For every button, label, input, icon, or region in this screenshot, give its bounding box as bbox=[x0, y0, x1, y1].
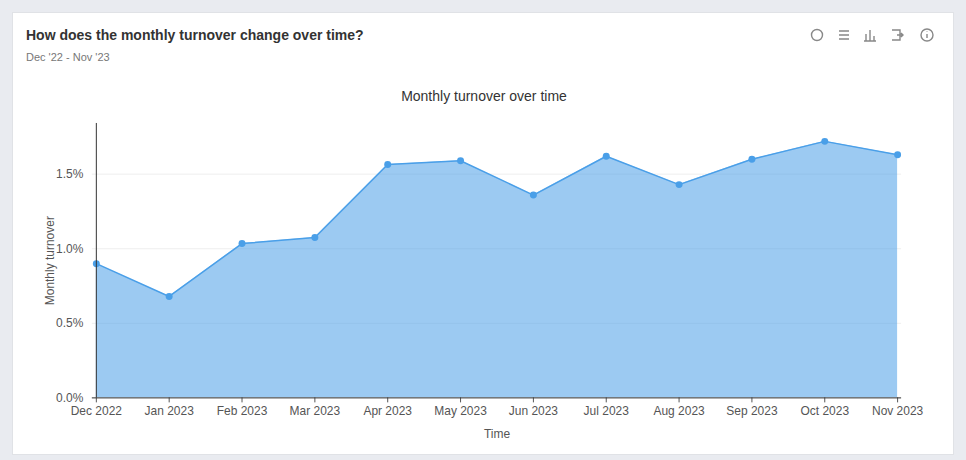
svg-text:Monthly turnover: Monthly turnover bbox=[43, 216, 57, 305]
svg-text:Mar 2023: Mar 2023 bbox=[290, 404, 341, 418]
html-text:Monthly turnover over time: Monthly turnover over time bbox=[401, 88, 567, 104]
svg-text:Apr 2023: Apr 2023 bbox=[363, 404, 412, 418]
svg-text:May 2023: May 2023 bbox=[434, 404, 487, 418]
svg-text:1.0%: 1.0% bbox=[56, 242, 84, 256]
svg-text:Time: Time bbox=[484, 427, 510, 441]
svg-text:0.0%: 0.0% bbox=[56, 391, 84, 405]
svg-text:Nov 2023: Nov 2023 bbox=[872, 404, 924, 418]
svg-text:Jun 2023: Jun 2023 bbox=[509, 404, 559, 418]
svg-text:Dec 2022: Dec 2022 bbox=[71, 404, 123, 418]
html-text:How does the monthly turnover: How does the monthly turnover change ove… bbox=[26, 27, 364, 43]
svg-text:Aug 2023: Aug 2023 bbox=[653, 404, 705, 418]
svg-text:Oct 2023: Oct 2023 bbox=[800, 404, 849, 418]
svg-text:0.5%: 0.5% bbox=[56, 316, 84, 330]
svg-text:Feb 2023: Feb 2023 bbox=[217, 404, 268, 418]
svg-text:Sep 2023: Sep 2023 bbox=[726, 404, 778, 418]
svg-text:1.5%: 1.5% bbox=[56, 167, 84, 181]
svg-text:Jul 2023: Jul 2023 bbox=[584, 404, 630, 418]
svg-text:Jan 2023: Jan 2023 bbox=[145, 404, 195, 418]
html-text:Dec '22 - Nov '23: Dec '22 - Nov '23 bbox=[26, 51, 110, 63]
